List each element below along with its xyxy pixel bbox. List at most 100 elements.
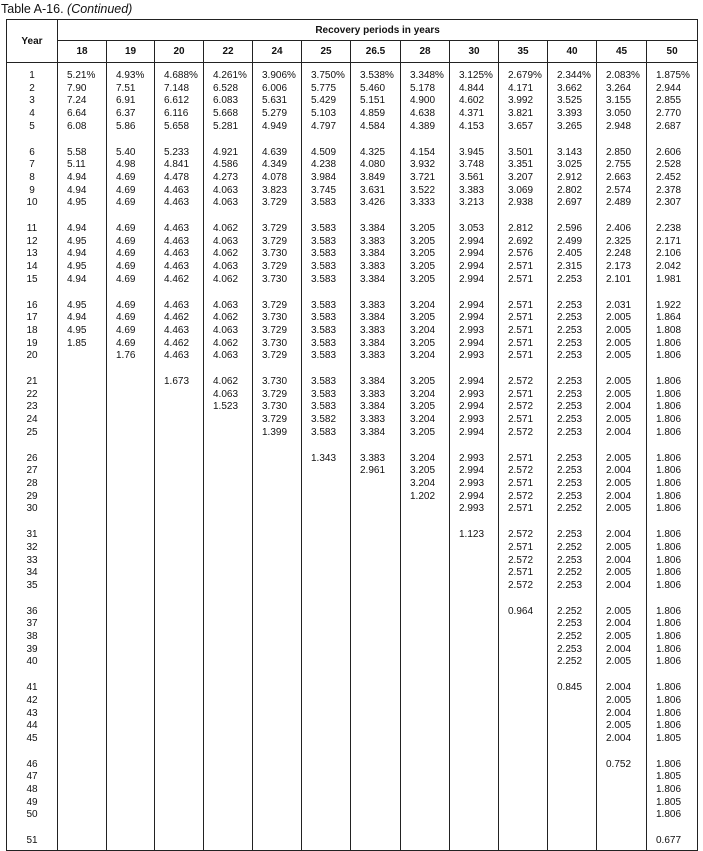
rate-cell [203, 618, 253, 632]
spacer-cell [498, 286, 548, 300]
rate-cell [350, 694, 401, 708]
rate-cell [498, 720, 548, 733]
rate-cell: 3.583 [301, 197, 351, 211]
rate-cell: 1.806 [645, 643, 699, 657]
rate-cell [57, 758, 107, 772]
rate-cell: 3.721 [400, 171, 450, 185]
rate-cell [301, 682, 351, 695]
spacer-cell [449, 286, 499, 300]
rate-cell: 5.429 [301, 95, 351, 109]
spacer-cell [203, 133, 253, 147]
rate-cell [252, 682, 302, 695]
rate-cell: 2.993 [449, 414, 499, 427]
rate-cell: 2.005 [596, 350, 647, 364]
rate-cell: 5.151 [350, 95, 401, 109]
rate-cell: 1.806 [645, 401, 699, 415]
rate-cell [449, 720, 499, 733]
rate-cell: 3.501 [498, 146, 548, 160]
rate-cell [57, 529, 107, 542]
rate-cell: 4.463 [154, 197, 204, 211]
rate-cell: 1.806 [645, 618, 699, 632]
spacer-cell [350, 669, 401, 683]
rate-cell: 2.252 [547, 541, 597, 555]
rate-cell: 4.063 [203, 235, 253, 249]
rate-cell: 2.253 [547, 299, 597, 313]
spacer-cell [498, 516, 548, 530]
spacer-cell [57, 62, 107, 70]
rate-cell [449, 567, 499, 580]
rate-cell: 2.252 [547, 631, 597, 644]
rate-cell: 2.994 [449, 401, 499, 415]
rate-cell [301, 784, 351, 797]
rate-cell [498, 758, 548, 772]
rate-cell [301, 835, 351, 851]
rate-cell: 1.875% [645, 70, 699, 83]
rate-cell: 2.961 [350, 465, 401, 478]
year-cell: 50 [6, 809, 58, 823]
period-header-40: 40 [547, 40, 597, 63]
rate-cell [252, 618, 302, 632]
rate-cell [57, 720, 107, 733]
rate-cell: 4.463 [154, 235, 204, 249]
spacer-cell [252, 286, 302, 300]
rate-cell [301, 503, 351, 517]
rate-cell: 3.730 [252, 376, 302, 389]
rate-cell: 3.205 [400, 223, 450, 236]
rate-cell: 3.729 [252, 414, 302, 427]
rate-cell [203, 796, 253, 810]
rate-cell [57, 809, 107, 823]
rate-cell: 7.51 [106, 82, 155, 96]
rate-cell: 0.752 [596, 758, 647, 772]
rate-cell: 1.806 [645, 784, 699, 797]
year-cell: 9 [6, 184, 58, 198]
rate-cell [301, 720, 351, 733]
rate-cell [350, 490, 401, 504]
rate-cell: 1.805 [645, 732, 699, 746]
rate-cell: 2.042 [645, 261, 699, 274]
rate-cell: 4.463 [154, 223, 204, 236]
spacer-cell [6, 516, 58, 530]
rate-cell: 2.325 [596, 235, 647, 249]
rate-cell: 1.806 [645, 682, 699, 695]
spacer-cell [350, 822, 401, 836]
spacer-cell [645, 286, 699, 300]
rate-cell: 3.583 [301, 376, 351, 389]
rate-cell: 4.841 [154, 159, 204, 172]
period-header-20: 20 [154, 40, 204, 63]
rate-cell: 2.770 [645, 108, 699, 121]
rate-cell: 3.205 [400, 426, 450, 440]
rate-cell: 2.994 [449, 337, 499, 351]
spacer-cell [252, 363, 302, 377]
rate-cell [203, 694, 253, 708]
rate-cell [301, 707, 351, 721]
rate-cell: 4.69 [106, 197, 155, 211]
rate-cell [596, 771, 647, 785]
spacer-cell [106, 210, 155, 224]
rate-cell: 1.399 [252, 426, 302, 440]
rate-cell: 3.205 [400, 261, 450, 274]
rate-cell [498, 694, 548, 708]
rate-cell: 4.94 [57, 184, 107, 198]
rate-cell: 2.571 [498, 273, 548, 287]
period-header-19: 19 [106, 40, 155, 63]
rate-cell: 6.116 [154, 108, 204, 121]
rate-cell: 4.463 [154, 299, 204, 313]
table-row: 9 4.94 4.69 4.463 4.063 3.823 3.745 3.631 3.522 3… [6, 184, 699, 198]
rate-cell: 2.994 [449, 312, 499, 325]
rate-cell [301, 579, 351, 593]
rate-cell: 1.806 [645, 388, 699, 402]
spacer-cell [449, 133, 499, 147]
period-header-30: 30 [449, 40, 499, 63]
rate-cell: 2.253 [547, 350, 597, 364]
rate-cell [350, 605, 401, 619]
table-row: 26 1.343 3.383 3.204 2.993 2.571 2.253 2.005 1.8… [6, 452, 699, 466]
rate-cell [252, 452, 302, 466]
spacer-cell [350, 133, 401, 147]
rate-cell: 2.994 [449, 376, 499, 389]
rate-cell: 2.993 [449, 452, 499, 466]
rate-cell: 2.574 [596, 184, 647, 198]
spacer-cell [301, 133, 351, 147]
rate-cell: 3.155 [596, 95, 647, 109]
rate-cell: 3.205 [400, 465, 450, 478]
table-row: 13 4.94 4.69 4.463 4.062 3.730 3.583 3.384 3.205… [6, 248, 699, 262]
